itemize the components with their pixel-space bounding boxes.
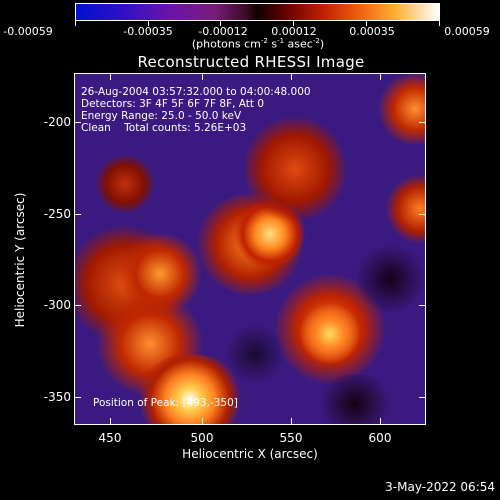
colorbar-tick-label: 0.00035 [349,25,395,38]
colorbar-ticks [0,21,500,27]
x-axis-label: Heliocentric X (arcsec) [182,447,318,461]
y-tick [419,305,425,306]
colorbar-unit-label: (photons cm-2 s-1 asec-2) [191,37,325,51]
y-tick [419,214,425,215]
rhessi-image [75,74,425,424]
y-tick-label: -250 [43,207,71,221]
y-tick [75,214,81,215]
y-tick-label: -200 [43,115,71,129]
x-tick [110,418,111,424]
colorbar-tick-label: 0.00012 [271,25,317,38]
x-tick [202,418,203,424]
colorbar-tick-label: -0.00035 [123,25,173,38]
colorbar-gradient [76,4,439,20]
datestamp: 3-May-2022 06:54 [385,480,495,494]
dark-region [225,324,285,384]
colorbar-tick-label: 0.00059 [444,25,490,38]
y-tick [75,305,81,306]
colorbar-tick [220,21,221,26]
colorbar-tick [148,21,149,26]
x-tick [380,74,381,80]
colorbar-tick-label: -0.00059 [3,25,53,38]
y-tick [75,122,81,123]
x-tick-label: 500 [190,431,214,445]
x-tick-label: 550 [279,431,303,445]
emission-blob [245,114,345,224]
emission-blob [300,304,360,364]
colorbar-tick [293,21,294,26]
colorbar-tick-label: -0.00012 [198,25,248,38]
emission-blob [95,154,155,214]
x-tick [110,74,111,80]
colorbar [75,3,440,21]
observation-annotation: 26-Aug-2004 03:57:32.000 to 04:00:48.000… [81,86,311,134]
colorbar-tick [366,21,367,26]
emission-blob [385,174,425,244]
x-tick [291,74,292,80]
dark-region [315,374,395,424]
y-tick-label: -300 [43,298,71,312]
y-tick-label: -350 [43,390,71,404]
y-tick [75,397,81,398]
peak-position-label: Position of Peak: [493,-350] [93,397,238,409]
y-tick [419,397,425,398]
y-axis-label: Heliocentric Y (arcsec) [13,192,27,328]
emission-blob [375,74,425,144]
colorbar-tick [439,21,440,26]
x-tick-label: 450 [98,431,122,445]
x-tick [291,418,292,424]
x-tick [202,74,203,80]
dark-region [355,244,425,314]
y-tick [419,122,425,123]
x-tick-label: 600 [368,431,392,445]
image-title: Reconstructed RHESSI Image [137,53,365,71]
colorbar-tick [75,21,76,26]
x-tick [380,418,381,424]
